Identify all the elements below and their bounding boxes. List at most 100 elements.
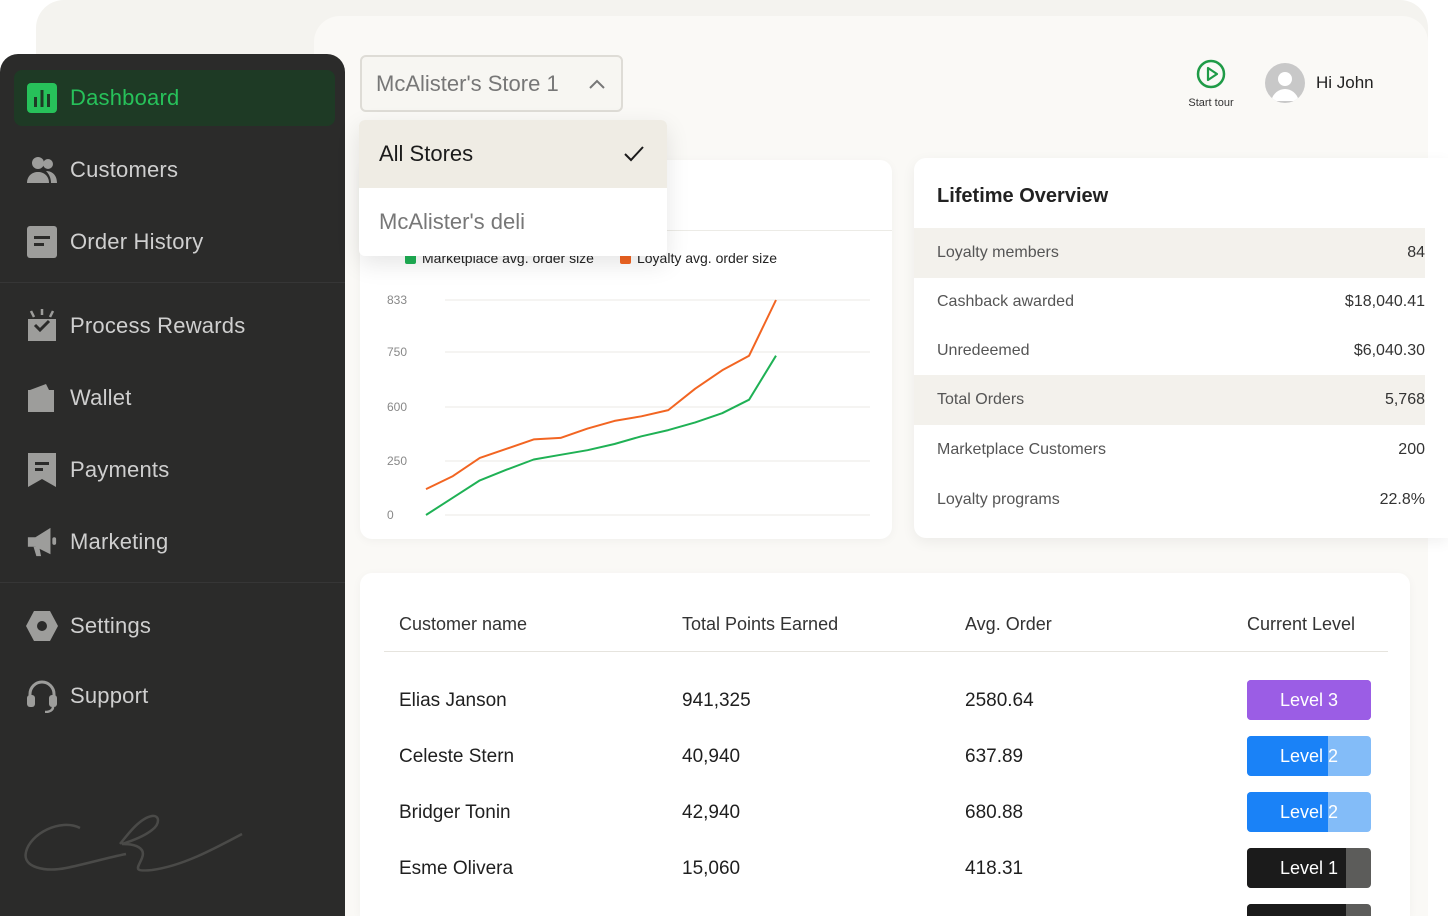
table-row[interactable]: Celeste Stern 40,940 637.89 Level 2 <box>360 732 1410 788</box>
overview-label: Unredeemed <box>937 342 1030 359</box>
lifetime-overview-card: Lifetime Overview Loyalty members 84 Cas… <box>914 158 1448 538</box>
sidebar-item-label: Settings <box>70 613 152 638</box>
sidebar-item-process-rewards[interactable]: Process Rewards <box>14 298 335 354</box>
y-tick-label: 833 <box>387 293 407 307</box>
sidebar-item-support[interactable]: Support <box>14 668 335 724</box>
legend-label: Loyalty avg. order size <box>636 250 778 266</box>
sidebar-item-settings[interactable]: Settings <box>14 598 335 654</box>
avg-order: 680.88 <box>965 802 1024 823</box>
overview-row-total-orders: Total Orders 5,768 <box>914 375 1425 425</box>
user-greeting: Hi John <box>1316 73 1374 92</box>
column-header-total-points[interactable]: Total Points Earned <box>682 614 839 634</box>
total-points: 941,325 <box>682 690 751 711</box>
level-badge[interactable] <box>1247 904 1371 916</box>
column-header-customer-name[interactable]: Customer name <box>399 614 528 634</box>
table-row[interactable]: Bridger Tonin 42,940 680.88 Level 2 <box>360 788 1410 844</box>
level-progress-fill <box>1247 848 1347 888</box>
level-badge[interactable]: Level 2 <box>1247 792 1371 832</box>
y-tick-label: 600 <box>387 400 407 414</box>
store-select-value: McAlister's Store 1 <box>376 70 559 96</box>
store-select[interactable]: McAlister's Store 1 <box>360 55 623 112</box>
table-row[interactable]: Esme Olivera 15,060 418.31 Level 1 <box>360 844 1410 900</box>
level-progress-fill <box>1247 680 1371 720</box>
dropdown-option-mcalisters-deli[interactable]: McAlister's deli <box>359 188 667 256</box>
store-dropdown-menu: All Stores McAlister's deli <box>359 120 667 256</box>
sidebar-item-order-history[interactable]: Order History <box>14 214 335 270</box>
level-badge[interactable]: Level 1 <box>1247 848 1371 888</box>
customers-table: Customer name Total Points Earned Avg. O… <box>360 573 1410 916</box>
total-points: 15,060 <box>682 858 741 879</box>
play-circle-icon <box>1196 59 1226 89</box>
legend-swatch <box>405 252 416 264</box>
legend-swatch <box>619 252 631 264</box>
dropdown-option-label: McAlister's deli <box>379 209 526 234</box>
level-progress-fill <box>1247 904 1346 916</box>
sidebar-item-label: Order History <box>70 229 204 254</box>
column-header-current-level[interactable]: Current Level <box>1247 614 1356 634</box>
sidebar-divider <box>0 582 345 583</box>
overview-row-marketplace-customers: Marketplace Customers 200 <box>914 425 1425 475</box>
overview-value: 84 <box>1407 244 1425 261</box>
overview-value: 22.8% <box>1379 491 1425 508</box>
customer-name: Elias Janson <box>399 690 507 711</box>
level-progress-fill <box>1247 736 1328 776</box>
overview-row-unredeemed: Unredeemed $6,040.30 <box>914 326 1425 376</box>
users-icon <box>26 154 58 186</box>
table-row[interactable]: Elias Janson 941,325 2580.64 Level 3 <box>360 676 1410 732</box>
dropdown-option-label: All Stores <box>379 141 474 166</box>
column-header-avg-order[interactable]: Avg. Order <box>965 614 1052 634</box>
sidebar-item-marketing[interactable]: Marketing <box>14 514 335 570</box>
level-label: Level 2 <box>1279 801 1339 822</box>
overview-row-loyalty-members: Loyalty members 84 <box>914 228 1425 278</box>
user-avatar-icon <box>1271 72 1299 101</box>
sidebar-item-label: Customers <box>70 157 179 182</box>
sidebar-item-dashboard[interactable]: Dashboard <box>14 70 335 126</box>
bar-chart-icon <box>26 82 58 114</box>
level-badge[interactable]: Level 3 <box>1247 680 1371 720</box>
start-tour-button[interactable]: Start tour <box>1180 58 1242 109</box>
hexagon-settings-icon <box>26 610 58 642</box>
y-tick-label: 750 <box>387 345 407 359</box>
signature-logo <box>24 814 243 872</box>
receipt-icon <box>26 453 58 487</box>
level-label: Level 3 <box>1279 689 1339 710</box>
table-row[interactable] <box>360 900 1410 916</box>
checkmark-icon <box>624 146 644 162</box>
sidebar-item-label: Wallet <box>70 385 132 410</box>
sidebar-item-label: Marketing <box>70 529 169 554</box>
gift-box-icon <box>26 309 58 342</box>
overview-label: Marketplace Customers <box>937 441 1106 458</box>
customer-name: Bridger Tonin <box>399 802 511 823</box>
chevron-up-icon <box>589 79 605 89</box>
headset-icon <box>26 680 58 713</box>
overview-title: Lifetime Overview <box>937 185 1109 207</box>
overview-row-cashback-awarded: Cashback awarded $18,040.41 <box>914 277 1425 327</box>
dropdown-option-all-stores[interactable]: All Stores <box>359 120 667 188</box>
overview-value: $18,040.41 <box>1344 293 1425 310</box>
sidebar-item-label: Dashboard <box>70 85 180 110</box>
y-tick-label: 250 <box>387 454 407 468</box>
series-line-marketplace <box>425 355 777 516</box>
table-header-divider <box>384 651 1388 652</box>
avatar <box>1265 63 1305 103</box>
overview-value: 200 <box>1398 441 1425 458</box>
overview-label: Loyalty members <box>937 244 1059 261</box>
user-menu[interactable]: Hi John <box>1265 63 1374 103</box>
customer-name: Esme Olivera <box>399 858 514 879</box>
overview-row-loyalty-programs: Loyalty programs 22.8% <box>914 475 1425 525</box>
customer-name: Celeste Stern <box>399 746 515 767</box>
sidebar-divider <box>0 282 345 283</box>
document-icon <box>26 226 58 258</box>
overview-value: $6,040.30 <box>1353 342 1425 359</box>
sidebar-item-wallet[interactable]: Wallet <box>14 370 335 426</box>
level-badge[interactable]: Level 2 <box>1247 736 1371 776</box>
start-tour-label: Start tour <box>1188 97 1234 109</box>
level-label: Level 2 <box>1279 745 1339 766</box>
line-chart: 833 750 600 250 0 <box>387 293 870 522</box>
avg-order: 637.89 <box>965 746 1024 767</box>
overview-value: 5,768 <box>1384 391 1425 408</box>
level-label: Level 1 <box>1279 857 1339 878</box>
total-points: 40,940 <box>682 746 741 767</box>
sidebar-item-customers[interactable]: Customers <box>14 142 335 198</box>
sidebar-item-payments[interactable]: Payments <box>14 442 335 498</box>
